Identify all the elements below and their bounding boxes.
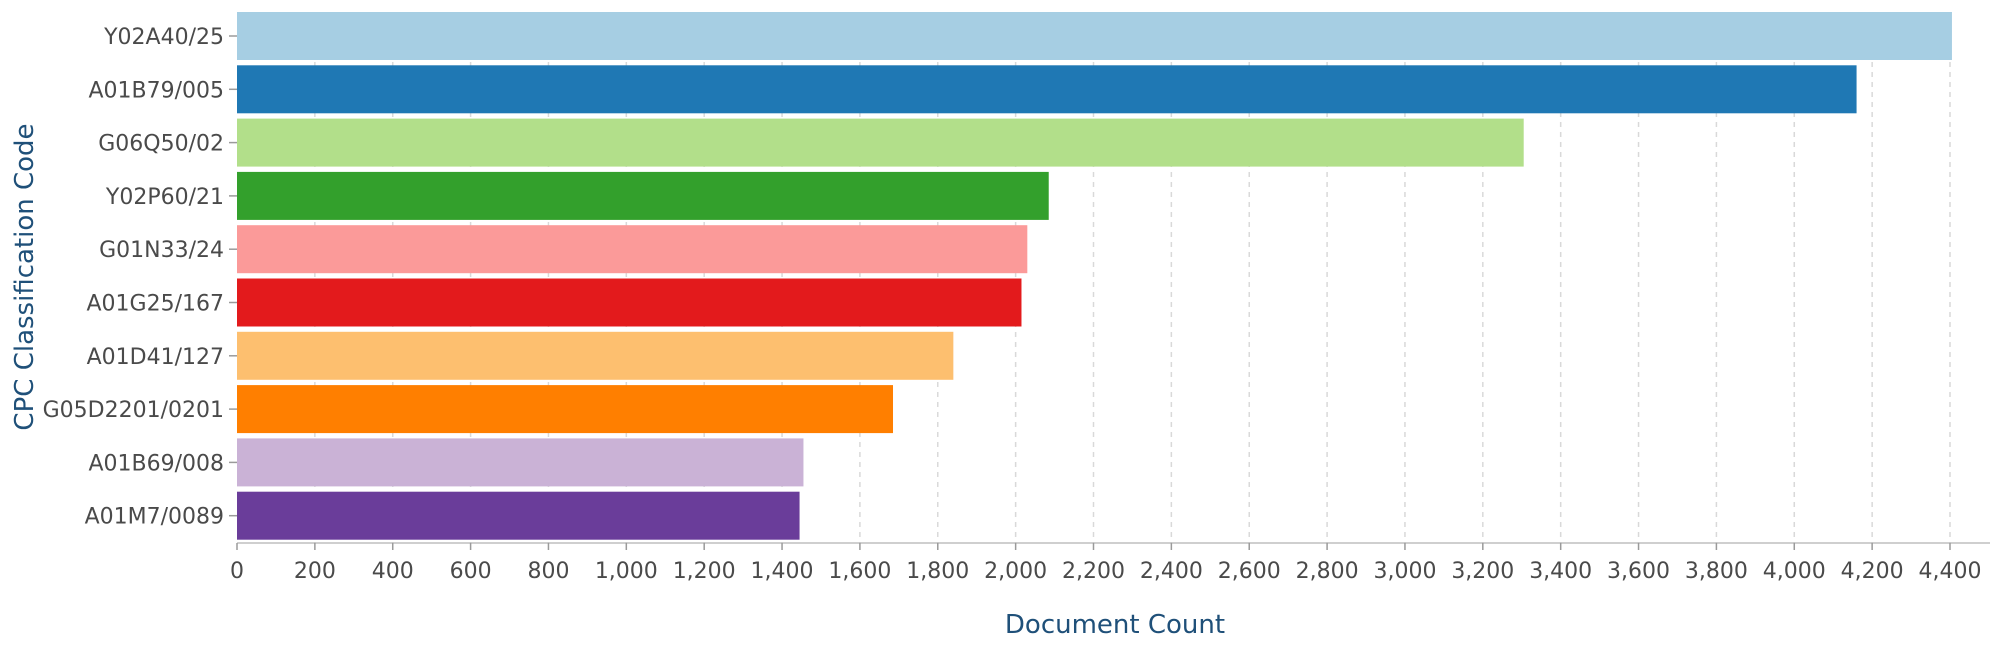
x-tick-label: 2,800 [1296, 559, 1359, 584]
x-tick-label: 1,200 [673, 559, 736, 584]
bars [237, 12, 1952, 540]
x-tick-label: 4,200 [1841, 559, 1904, 584]
bar [237, 492, 800, 540]
x-tick-label: 2,400 [1140, 559, 1203, 584]
x-tick-label: 2,000 [984, 559, 1047, 584]
y-tick-label: A01B79/005 [88, 78, 224, 103]
x-tick-label: 4,000 [1763, 559, 1826, 584]
x-tick-label: 3,400 [1529, 559, 1592, 584]
x-tick-label: 1,600 [828, 559, 891, 584]
y-tick-label: G01N33/24 [99, 238, 224, 263]
y-tick-label: Y02A40/25 [103, 25, 224, 50]
bar [237, 119, 1524, 167]
x-tick-label: 3,800 [1685, 559, 1748, 584]
x-tick-label: 1,800 [906, 559, 969, 584]
x-axis-title: Document Count [1005, 610, 1225, 640]
bar [237, 438, 803, 486]
x-tick-label: 4,400 [1919, 559, 1982, 584]
y-tick-label: Y02P60/21 [105, 185, 224, 210]
x-tick-label: 1,000 [595, 559, 658, 584]
bar [237, 65, 1857, 113]
x-tick-label: 3,600 [1607, 559, 1670, 584]
x-tick-label: 0 [230, 559, 244, 584]
x-tick-label: 600 [450, 559, 492, 584]
bar [237, 332, 953, 380]
x-tick-label: 2,600 [1218, 559, 1281, 584]
x-tick-label: 1,400 [751, 559, 814, 584]
y-tick-label: A01G25/167 [87, 292, 225, 317]
y-axis-ticks: Y02A40/25 A01B79/005 G06Q50/02 Y02P60/21 G01… [43, 25, 237, 530]
bar [237, 279, 1021, 327]
bar [237, 385, 893, 433]
y-tick-label: A01D41/127 [87, 345, 224, 370]
y-tick-label: G05D2201/0201 [43, 398, 224, 423]
x-tick-label: 3,000 [1373, 559, 1436, 584]
x-tick-label: 2,200 [1062, 559, 1125, 584]
bar [237, 225, 1027, 273]
x-tick-label: 3,200 [1451, 559, 1514, 584]
x-axis-ticks: 0 200 400 600 800 1,000 1,200 1,400 1,600 1,800 2,… [230, 543, 1981, 584]
x-tick-label: 200 [294, 559, 336, 584]
bar [237, 172, 1049, 220]
x-tick-label: 800 [527, 559, 569, 584]
y-axis-title: CPC Classification Code [10, 123, 40, 430]
y-tick-label: A01B69/008 [88, 451, 224, 476]
x-tick-label: 400 [372, 559, 414, 584]
y-tick-label: A01M7/0089 [85, 505, 224, 530]
y-tick-label: G06Q50/02 [98, 132, 224, 157]
bar [237, 12, 1952, 60]
